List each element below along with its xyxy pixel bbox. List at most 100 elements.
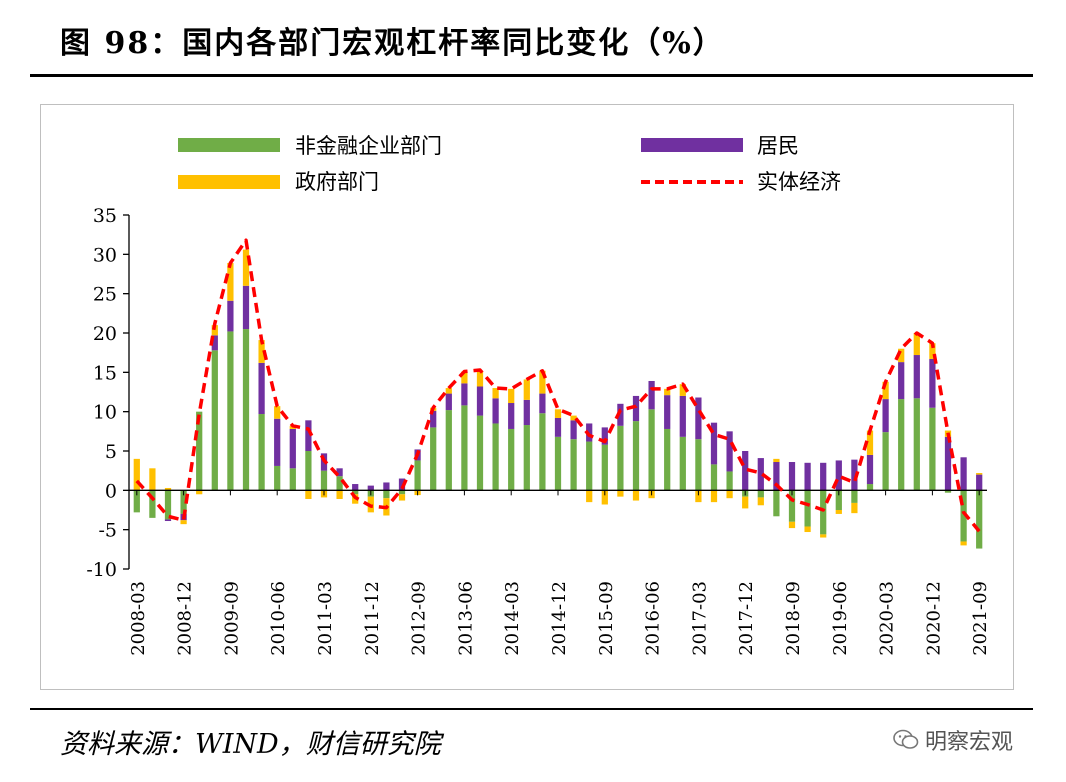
bar-household bbox=[461, 383, 468, 406]
bar-nonfinancial bbox=[461, 405, 468, 491]
x-tick-label: 2015-09 bbox=[596, 581, 617, 656]
bar-nonfinancial bbox=[960, 490, 967, 542]
bar-nonfinancial bbox=[976, 490, 983, 549]
bar-nonfinancial bbox=[289, 468, 296, 491]
bar-government bbox=[726, 490, 733, 499]
source-rule bbox=[30, 708, 1033, 710]
bar-nonfinancial bbox=[617, 425, 624, 491]
bar-nonfinancial bbox=[398, 490, 406, 495]
bar-household bbox=[835, 460, 842, 491]
bar-household bbox=[258, 362, 265, 415]
bar-household bbox=[913, 355, 920, 399]
bar-nonfinancial bbox=[757, 490, 764, 498]
bar-government bbox=[820, 534, 827, 538]
y-axis: -10 -5 0 5 10 15 20 25 30 35 bbox=[86, 205, 130, 581]
legend-swatch-household bbox=[641, 138, 743, 152]
bar-nonfinancial bbox=[586, 441, 593, 491]
bar-government bbox=[898, 348, 905, 363]
x-tick-label: 2008-12 bbox=[175, 581, 196, 656]
legend-swatch-government bbox=[178, 175, 280, 189]
y-tick-label: 15 bbox=[93, 362, 117, 384]
bar-nonfinancial bbox=[648, 409, 655, 491]
x-tick-label: 2019-06 bbox=[830, 581, 851, 656]
x-tick-label: 2008-03 bbox=[128, 581, 149, 656]
y-tick-label: 25 bbox=[93, 284, 117, 306]
bar-government bbox=[149, 468, 156, 491]
y-tick-label: -10 bbox=[86, 559, 117, 581]
bar-household bbox=[820, 462, 827, 491]
bar-household bbox=[539, 393, 546, 414]
bar-government bbox=[835, 510, 842, 514]
bar-nonfinancial bbox=[773, 490, 780, 517]
bar-government bbox=[508, 388, 515, 404]
bar-nonfinancial bbox=[710, 464, 718, 491]
bar-nonfinancial bbox=[476, 415, 484, 491]
legend-label-household: 居民 bbox=[757, 134, 799, 158]
bar-government bbox=[804, 526, 811, 533]
bar-nonfinancial bbox=[835, 490, 842, 510]
legend-label-government: 政府部门 bbox=[295, 170, 379, 194]
bar-household bbox=[383, 482, 390, 491]
bar-household bbox=[570, 420, 577, 440]
bar-household bbox=[523, 399, 530, 426]
bar-nonfinancial bbox=[180, 490, 187, 514]
bar-government bbox=[586, 490, 593, 503]
bar-household bbox=[164, 519, 172, 522]
bar-government bbox=[664, 388, 671, 396]
bar-household bbox=[227, 300, 234, 332]
bar-nonfinancial bbox=[804, 490, 811, 527]
bar-nonfinancial bbox=[554, 436, 562, 491]
bar-nonfinancial bbox=[445, 410, 452, 491]
bar-nonfinancial bbox=[679, 436, 686, 491]
legend: 非金融企业部门 居民 政府部门 实体经济 bbox=[178, 134, 841, 194]
bar-household bbox=[508, 403, 515, 429]
bar-government bbox=[133, 458, 140, 491]
bar-household bbox=[882, 399, 889, 433]
bar-nonfinancial bbox=[211, 350, 218, 491]
bar-government bbox=[601, 490, 608, 505]
bar-government bbox=[866, 430, 874, 455]
bar-nonfinancial bbox=[258, 414, 265, 491]
watermark-text: 明察宏观 bbox=[925, 730, 1014, 755]
x-tick-label: 2010-06 bbox=[268, 581, 289, 656]
bar-household bbox=[367, 485, 374, 491]
bar-government bbox=[632, 490, 640, 501]
bar-nonfinancial bbox=[352, 490, 359, 495]
bar-government bbox=[710, 490, 718, 503]
y-tick-label: 10 bbox=[93, 402, 117, 424]
bar-household bbox=[336, 468, 343, 477]
bar-household bbox=[554, 417, 562, 437]
bar-government bbox=[976, 473, 983, 475]
y-tick-label: 30 bbox=[93, 244, 117, 266]
bar-nonfinancial bbox=[898, 399, 905, 491]
bar-government bbox=[445, 388, 452, 394]
bar-nonfinancial bbox=[508, 428, 515, 491]
bar-household bbox=[773, 462, 780, 491]
chart-frame: 非金融企业部门 居民 政府部门 实体经济 -10 -5 0 5 10 15 20 25 30 35… bbox=[40, 104, 1014, 690]
bar-household bbox=[695, 397, 702, 440]
bar-nonfinancial bbox=[695, 439, 702, 491]
bar-household bbox=[710, 422, 718, 465]
bar-government bbox=[227, 262, 234, 301]
bar-nonfinancial bbox=[632, 421, 640, 491]
bar-government bbox=[695, 490, 702, 503]
figure-title: 图 98：国内各部门宏观杠杆率同比变化（%） bbox=[60, 26, 725, 61]
bar-nonfinancial bbox=[851, 490, 858, 503]
bar-government bbox=[180, 520, 187, 525]
y-tick-label: 35 bbox=[93, 205, 117, 227]
bar-nonfinancial bbox=[196, 411, 203, 491]
bar-nonfinancial bbox=[133, 490, 140, 513]
bar-household bbox=[679, 395, 686, 437]
x-tick-label: 2020-12 bbox=[923, 581, 944, 656]
bar-household bbox=[866, 454, 874, 485]
bar-nonfinancial bbox=[664, 428, 671, 491]
bar-government bbox=[539, 370, 546, 394]
bar-household bbox=[632, 395, 640, 422]
bar-household bbox=[289, 428, 296, 469]
leverage-chart: 非金融企业部门 居民 政府部门 实体经济 -10 -5 0 5 10 15 20 25 30 35… bbox=[86, 134, 991, 656]
x-tick-label: 2018-09 bbox=[783, 581, 804, 656]
bar-government bbox=[211, 325, 218, 336]
bar-government bbox=[398, 494, 406, 501]
bar-nonfinancial bbox=[227, 331, 234, 491]
y-tick-label: 20 bbox=[93, 323, 117, 345]
